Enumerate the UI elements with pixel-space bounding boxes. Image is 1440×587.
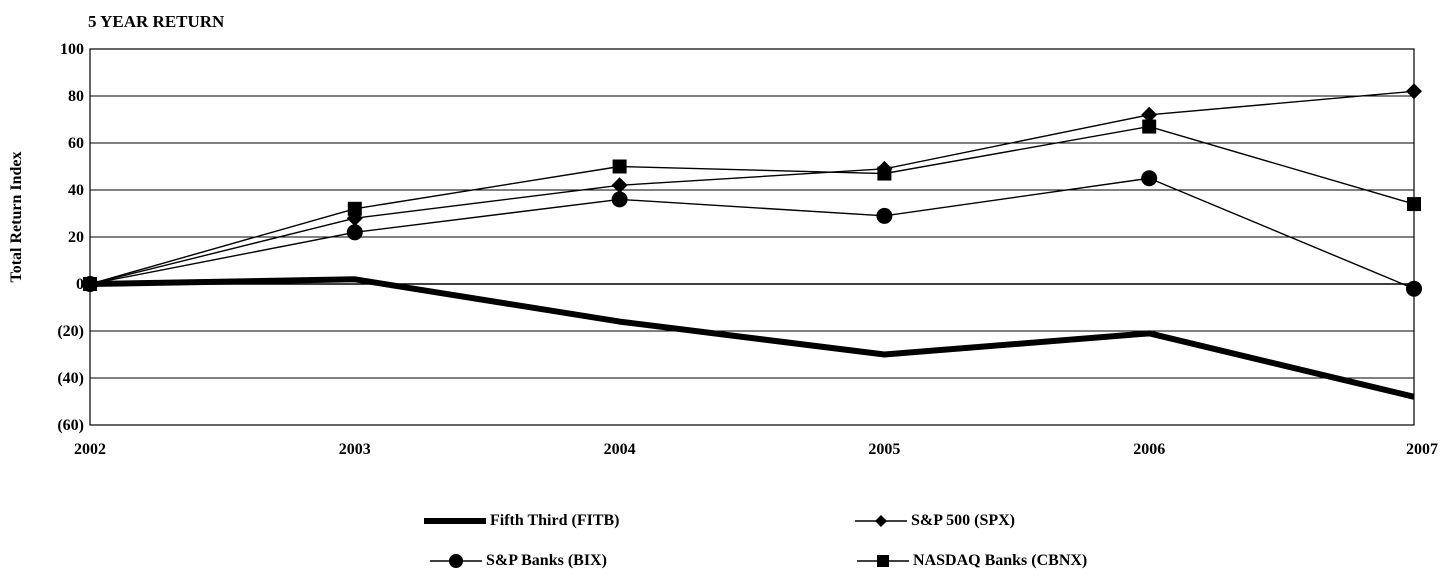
- data-point-s-p-banks-bix: [346, 224, 363, 241]
- data-point-s-p-banks-bix: [1141, 170, 1158, 187]
- x-tick-label: 2004: [604, 441, 636, 458]
- y-tick-label: (20): [57, 323, 84, 340]
- y-tick-label: 80: [68, 88, 84, 105]
- data-point-nasdaq-banks-cbnx: [1142, 119, 1157, 134]
- x-tick-label: 2005: [868, 441, 900, 458]
- y-tick-label: (40): [57, 370, 84, 387]
- x-tick-label: 2002: [74, 441, 106, 458]
- series-line-fifth-third-fitb: [89, 276, 1415, 400]
- data-point-s-p-banks-bix: [611, 191, 628, 208]
- x-tick-label: 2003: [339, 441, 371, 458]
- x-tick-label: 2006: [1133, 441, 1165, 458]
- plot-area-border: [89, 48, 1415, 426]
- y-tick-label: 100: [60, 41, 84, 58]
- y-axis-label: Total Return Index: [8, 151, 25, 283]
- series-line-s-p-banks-bix: [89, 177, 1415, 290]
- data-point-s-p-500-spx: [611, 177, 628, 194]
- data-point-nasdaq-banks-cbnx: [877, 166, 892, 181]
- x-tick-label: 2007: [1406, 441, 1438, 458]
- data-point-s-p-banks-bix: [876, 207, 893, 224]
- y-tick-label: 20: [68, 229, 84, 246]
- data-point-nasdaq-banks-cbnx: [83, 277, 97, 291]
- chart-title: 5 YEAR RETURN: [88, 12, 225, 31]
- y-tick-label: 0: [76, 276, 84, 293]
- y-tick-label: 40: [68, 182, 84, 199]
- data-point-s-p-banks-bix: [1406, 280, 1422, 297]
- series-line-nasdaq-banks-cbnx: [89, 125, 1415, 285]
- data-point-nasdaq-banks-cbnx: [347, 201, 362, 216]
- y-tick-label: (60): [57, 417, 84, 434]
- y-tick-label: 60: [68, 135, 84, 152]
- series-line-s-p-500-spx: [89, 90, 1415, 285]
- data-point-nasdaq-banks-cbnx: [612, 159, 627, 174]
- data-point-s-p-500-spx: [1406, 83, 1422, 100]
- data-point-nasdaq-banks-cbnx: [1407, 197, 1421, 212]
- data-point-s-p-500-spx: [1141, 106, 1158, 123]
